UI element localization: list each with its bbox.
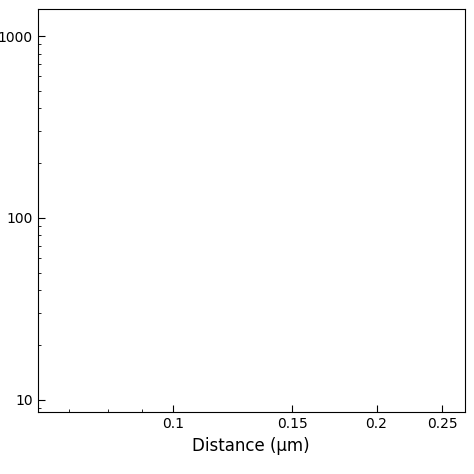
X-axis label: Distance (μm): Distance (μm) xyxy=(192,437,310,455)
